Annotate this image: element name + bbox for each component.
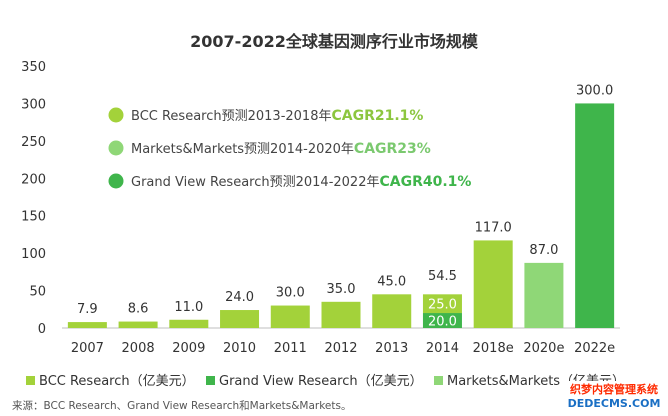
annotation-cagr: CAGR40.1%	[379, 174, 471, 190]
data-labels: 7.9 8.6 11.0 24.0 30.0 35.0 45.0 20.0 25.0 54.5 11…	[77, 83, 613, 329]
data-label: 300.0	[576, 83, 613, 98]
cagr-annotations: BCC Research预测2013-2018年CAGR21.1% Markets…	[108, 107, 471, 190]
watermark-line1: 织梦内容管理系统	[570, 382, 658, 396]
data-label: 25.0	[428, 298, 457, 313]
annotation-cagr: CAGR21.1%	[331, 108, 423, 124]
legend-swatch	[206, 376, 215, 385]
x-tick-label: 2012	[324, 341, 357, 356]
data-label: 7.9	[77, 302, 98, 317]
bar	[220, 310, 260, 328]
bar	[270, 305, 310, 328]
data-label: 35.0	[327, 282, 356, 297]
x-tick-label: 2020e	[523, 341, 564, 356]
legend-swatch	[434, 376, 443, 385]
y-tick-label: 250	[21, 135, 46, 150]
source-note: 来源：BCC Research、Grand View Research和Mark…	[12, 399, 351, 412]
data-label: 54.5	[428, 269, 457, 284]
data-label: 8.6	[128, 302, 149, 317]
legend: BCC Research（亿美元） Grand View Research（亿美元…	[26, 374, 625, 389]
legend-swatch	[26, 376, 35, 385]
bar	[575, 103, 615, 328]
annotation-text: BCC Research预测2013-2018年CAGR21.1%	[131, 108, 423, 124]
annotation-dot-icon	[108, 140, 124, 156]
data-label: 117.0	[475, 220, 512, 235]
y-tick-label: 150	[21, 210, 46, 225]
axes: 0 50 100 150 200 250 300 350 2007 2008 2009 2010 201…	[21, 60, 620, 356]
x-tick-label: 2011	[274, 341, 307, 356]
annotation-label: Markets&Markets预测2014-2020年	[131, 142, 354, 157]
x-tick-label: 2007	[71, 341, 104, 356]
annotation-cagr: CAGR23%	[354, 141, 431, 157]
bar	[524, 262, 564, 328]
annotation-label: BCC Research预测2013-2018年	[131, 109, 331, 124]
bar	[321, 301, 361, 328]
bar-segment	[422, 313, 462, 328]
x-tick-label: 2010	[223, 341, 256, 356]
data-label: 30.0	[276, 286, 305, 301]
data-label: 87.0	[529, 243, 558, 258]
x-tick-label: 2022e	[574, 341, 615, 356]
chart-title: 2007-2022全球基因测序行业市场规模	[190, 32, 478, 51]
annotation-text: Markets&Markets预测2014-2020年CAGR23%	[131, 141, 431, 157]
y-tick-label: 350	[21, 60, 46, 75]
bar	[118, 321, 158, 328]
annotation-dot-icon	[108, 173, 124, 189]
y-tick-label: 50	[29, 285, 46, 300]
y-tick-label: 100	[21, 247, 46, 262]
x-tick-label: 2014	[426, 341, 459, 356]
bar	[67, 322, 107, 328]
annotation-dot-icon	[108, 107, 124, 123]
bar	[372, 294, 412, 328]
x-tick-label: 2008	[122, 341, 155, 356]
legend-label: BCC Research（亿美元）	[39, 374, 195, 389]
data-label: 20.0	[428, 315, 457, 330]
y-tick-label: 200	[21, 172, 46, 187]
annotation-label: Grand View Research预测2014-2022年	[131, 175, 379, 190]
y-tick-label: 300	[21, 97, 46, 112]
annotation-text: Grand View Research预测2014-2022年CAGR40.1%	[131, 174, 471, 190]
data-label: 45.0	[377, 274, 406, 289]
bar-segment	[422, 294, 462, 314]
watermark-line2: DEDECMS.COM	[568, 397, 661, 410]
bars	[67, 103, 615, 328]
watermark-backdrop	[562, 381, 666, 412]
bar	[169, 319, 209, 328]
x-tick-label: 2013	[375, 341, 408, 356]
legend-label: Grand View Research（亿美元）	[219, 374, 423, 389]
x-tick-label: 2009	[172, 341, 205, 356]
data-label: 24.0	[225, 290, 254, 305]
y-tick-label: 0	[38, 322, 46, 337]
x-tick-label: 2018e	[473, 341, 514, 356]
data-label: 11.0	[174, 300, 203, 315]
bar	[473, 240, 513, 328]
